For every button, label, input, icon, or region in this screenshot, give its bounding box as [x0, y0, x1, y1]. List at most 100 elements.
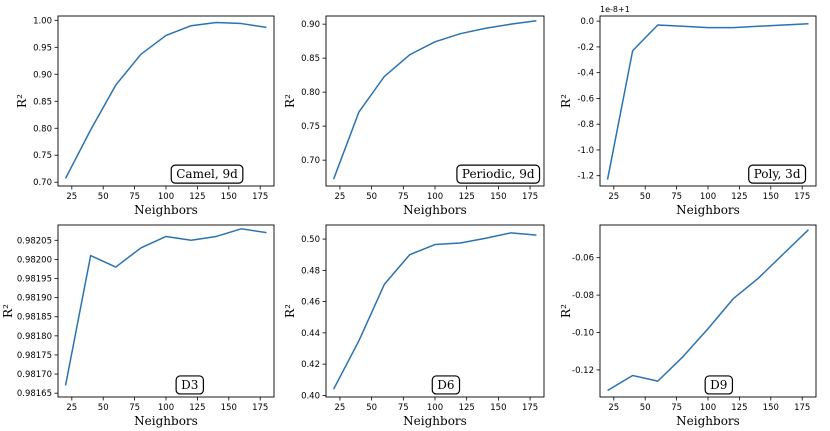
x-tick-label: 100: [427, 403, 443, 413]
x-tick-label: 75: [398, 403, 409, 413]
annotation-box: Poly, 3d: [748, 164, 807, 184]
axis-offset-text: 1e-8+1: [600, 5, 630, 14]
x-tick-label: 150: [490, 403, 506, 413]
x-tick-label: 100: [700, 192, 716, 202]
x-tick-label: 50: [98, 192, 109, 202]
y-axis-label: R²: [1, 304, 15, 318]
x-tick-label: 175: [252, 192, 268, 202]
y-tick-label: 0.98165: [17, 389, 52, 399]
annotation-frame: [175, 375, 204, 395]
y-tick-label: -0.06: [572, 254, 594, 264]
x-tick-label: 125: [731, 192, 747, 202]
y-axis-label: R²: [559, 94, 573, 108]
y-tick-label: 0.98200: [17, 255, 52, 265]
x-tick-label: 175: [794, 403, 810, 413]
subplot-2: 25 50 75 100 125 150 175 0.70 0.75 0.80 0.85 0.90 Ne…: [283, 15, 545, 217]
y-tick-label: 1.00: [33, 16, 52, 26]
x-axis-label: Neighbors: [403, 203, 467, 217]
axes-frame: [325, 224, 545, 398]
x-tick-label: 125: [731, 403, 747, 413]
annotation-box: D6: [431, 375, 461, 395]
y-tick-label: 0.98195: [17, 275, 52, 285]
series-line: [332, 20, 537, 180]
y-tick-label: 0.70: [33, 178, 52, 188]
y-tick-label: 0.46: [301, 298, 320, 308]
x-tick-label: 25: [66, 192, 77, 202]
y-tick-label: 0.98190: [17, 294, 52, 304]
series-line: [607, 229, 809, 392]
subplot-3: 25 50 75 100 125 150 175 0.0 -0.2 -0.4 -0.6 -0.8 -1.…: [559, 5, 817, 217]
axes-frame: [57, 224, 275, 398]
x-axis-label: Neighbors: [403, 414, 467, 428]
annotation-label: Camel, 9d: [176, 167, 238, 181]
y-tick-label: 0.40: [301, 391, 320, 401]
x-tick-label: 25: [608, 192, 619, 202]
x-tick-label: 75: [671, 403, 682, 413]
x-tick-label: 75: [129, 192, 140, 202]
y-tick-label: 0.98170: [17, 370, 52, 380]
x-tick-label: 150: [763, 403, 779, 413]
subplot-4: 25 50 75 100 125 150 175 0.98165 0.98170 0.98175 0…: [1, 224, 275, 428]
series-line: [64, 21, 267, 179]
x-tick-label: 50: [640, 192, 651, 202]
x-tick-label: 50: [366, 403, 377, 413]
x-tick-label: 125: [189, 403, 205, 413]
y-tick-label: -1.2: [577, 172, 594, 182]
x-tick-label: 25: [66, 403, 77, 413]
y-tick-label: 0.98180: [17, 332, 52, 342]
x-tick-label: 25: [335, 403, 346, 413]
annotation-label: D3: [181, 378, 198, 392]
y-tick-label: 0.75: [301, 122, 320, 132]
x-tick-label: 150: [221, 192, 237, 202]
y-tick-label: -1.0: [577, 146, 594, 156]
x-tick-label: 125: [459, 192, 475, 202]
y-tick-label: 0.98205: [17, 236, 52, 246]
y-tick-label: -0.4: [577, 69, 594, 79]
x-tick-label: 25: [335, 192, 346, 202]
x-tick-label: 175: [794, 192, 810, 202]
x-tick-label: 150: [221, 403, 237, 413]
annotation-label: Poly, 3d: [754, 167, 801, 181]
y-tick-label: -0.8: [577, 120, 594, 130]
annotation-box: D9: [704, 375, 734, 395]
y-tick-label: 0.70: [301, 156, 320, 166]
x-tick-label: 100: [158, 192, 174, 202]
y-tick-label: -0.12: [572, 366, 594, 376]
x-tick-label: 25: [608, 403, 619, 413]
annotation-label: D9: [710, 378, 727, 392]
y-tick-label: 0.0: [580, 17, 594, 27]
x-tick-label: 100: [427, 192, 443, 202]
y-axis-label: R²: [559, 304, 573, 318]
y-tick-label: -0.6: [577, 94, 594, 104]
x-tick-label: 50: [366, 192, 377, 202]
x-tick-label: 100: [700, 403, 716, 413]
annotation-box: Camel, 9d: [170, 164, 244, 184]
axes-frame: [599, 224, 817, 398]
annotation-frame: [170, 164, 244, 184]
x-tick-label: 150: [763, 192, 779, 202]
x-axis-label: Neighbors: [134, 414, 198, 428]
x-tick-label: 75: [398, 192, 409, 202]
subplot-5: 25 50 75 100 125 150 175 0.40 0.42 0.44 0.46 0.48 0.…: [283, 224, 545, 428]
x-axis-label: Neighbors: [676, 414, 740, 428]
series-line: [606, 22, 809, 180]
y-tick-label: 0.98185: [17, 313, 52, 323]
x-tick-label: 75: [671, 192, 682, 202]
y-tick-label: 0.85: [33, 97, 52, 107]
y-tick-label: 0.98175: [17, 351, 52, 361]
y-tick-label: 0.85: [301, 54, 320, 64]
x-tick-label: 175: [522, 403, 538, 413]
y-tick-label: 0.80: [301, 88, 320, 98]
x-tick-label: 175: [522, 192, 538, 202]
y-axis-label: R²: [283, 94, 297, 108]
annotation-frame: [456, 164, 541, 184]
y-axis-label: R²: [15, 94, 29, 108]
annotation-box: D3: [175, 375, 204, 395]
x-tick-label: 75: [129, 403, 140, 413]
y-tick-label: -0.08: [572, 291, 594, 301]
y-tick-label: 0.90: [33, 70, 52, 80]
annotation-frame: [431, 375, 461, 395]
y-tick-label: 0.48: [301, 266, 320, 276]
x-tick-label: 125: [459, 403, 475, 413]
